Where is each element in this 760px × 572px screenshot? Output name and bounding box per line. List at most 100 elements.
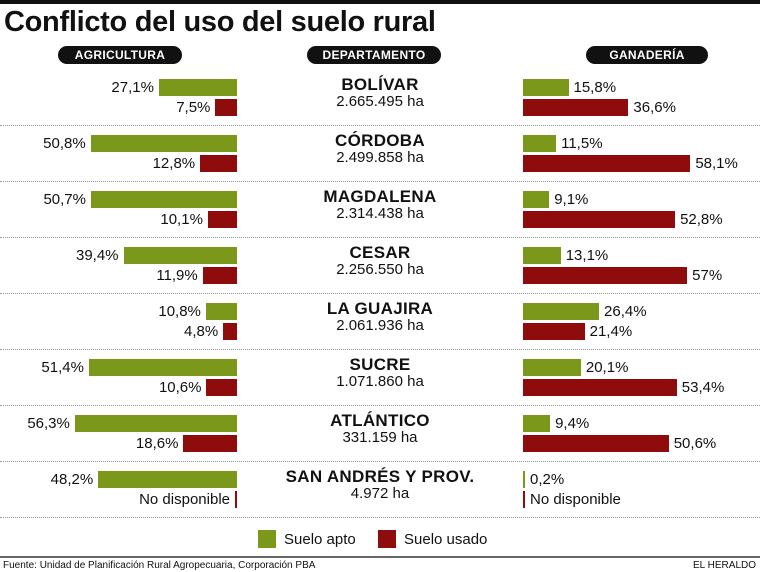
agricultura-apto-label: 56,3% bbox=[27, 415, 70, 432]
ganaderia-apto-label: 9,4% bbox=[555, 415, 590, 432]
ganaderia-usado-label: 52,8% bbox=[680, 211, 723, 228]
ganaderia-apto-bar bbox=[523, 415, 551, 432]
row-separator bbox=[0, 125, 760, 126]
agricultura-usado-label: 10,1% bbox=[160, 211, 203, 228]
ganaderia-usado-bar bbox=[523, 323, 585, 340]
department-name: SUCRE bbox=[349, 355, 411, 374]
footer-brand: EL HERALDO bbox=[693, 560, 756, 571]
ganaderia-apto-bar bbox=[523, 79, 569, 96]
agricultura-usado-bar bbox=[235, 491, 237, 508]
agricultura-usado-bar bbox=[215, 99, 237, 116]
top-rule bbox=[0, 0, 760, 4]
agricultura-apto-label: 10,8% bbox=[158, 303, 201, 320]
ganaderia-apto-bar bbox=[523, 471, 525, 488]
agricultura-apto-label: 51,4% bbox=[41, 359, 84, 376]
ganaderia-usado-bar bbox=[523, 435, 669, 452]
department-area: 2.061.936 ha bbox=[336, 317, 424, 334]
legend-swatch-apto bbox=[258, 530, 276, 548]
ganaderia-apto-label: 26,4% bbox=[604, 303, 647, 320]
ganaderia-apto-bar bbox=[523, 359, 581, 376]
agricultura-apto-bar bbox=[98, 471, 237, 488]
department-area: 2.499.858 ha bbox=[336, 149, 424, 166]
ganaderia-usado-label: No disponible bbox=[530, 491, 621, 508]
ganaderia-usado-label: 36,6% bbox=[633, 99, 676, 116]
agricultura-usado-bar bbox=[206, 379, 237, 396]
department-name: CESAR bbox=[349, 243, 411, 262]
agricultura-usado-label: No disponible bbox=[139, 491, 230, 508]
header-ganaderia: GANADERÍA bbox=[586, 46, 708, 64]
ganaderia-apto-bar bbox=[523, 135, 557, 152]
department-name: BOLÍVAR bbox=[341, 75, 419, 94]
agricultura-usado-label: 12,8% bbox=[152, 155, 196, 172]
agricultura-apto-bar bbox=[90, 191, 237, 208]
department-area: 1.071.860 ha bbox=[336, 373, 424, 390]
row-separator bbox=[0, 349, 760, 350]
agricultura-apto-bar bbox=[158, 79, 237, 96]
ganaderia-usado-label: 57% bbox=[692, 267, 723, 284]
header-departamento: DEPARTAMENTO bbox=[307, 46, 441, 64]
row-separator bbox=[0, 237, 760, 238]
agricultura-apto-label: 27,1% bbox=[111, 79, 154, 96]
agricultura-usado-bar bbox=[200, 155, 237, 172]
agricultura-usado-bar bbox=[207, 211, 237, 228]
agricultura-usado-label: 7,5% bbox=[176, 99, 211, 116]
department-name: ATLÁNTICO bbox=[330, 411, 430, 430]
agricultura-usado-label: 10,6% bbox=[158, 379, 202, 396]
chart-title: Conflicto del uso del suelo rural bbox=[4, 6, 436, 38]
agricultura-usado-label: 18,6% bbox=[135, 435, 179, 452]
row-separator bbox=[0, 181, 760, 182]
row-separator bbox=[0, 293, 760, 294]
ganaderia-apto-label: 13,1% bbox=[565, 247, 609, 264]
department-area: 2.314.438 ha bbox=[336, 205, 424, 222]
agricultura-apto-bar bbox=[205, 303, 237, 320]
row-separator bbox=[0, 461, 760, 462]
ganaderia-usado-bar bbox=[523, 379, 677, 396]
ganaderia-usado-label: 58,1% bbox=[695, 155, 738, 172]
footer-rule bbox=[0, 556, 760, 558]
agricultura-apto-label: 39,4% bbox=[75, 247, 119, 264]
agricultura-apto-bar bbox=[90, 135, 237, 152]
agricultura-usado-label: 4,8% bbox=[183, 323, 219, 340]
footer-source: Fuente: Unidad de Planificación Rural Ag… bbox=[3, 560, 316, 571]
department-area: 2.665.495 ha bbox=[336, 93, 424, 110]
agricultura-usado-bar bbox=[183, 435, 237, 452]
department-name: CÓRDOBA bbox=[335, 131, 425, 150]
ganaderia-apto-label: 20,1% bbox=[585, 359, 629, 376]
agricultura-apto-label: 50,8% bbox=[43, 135, 86, 152]
ganaderia-apto-bar bbox=[523, 303, 600, 320]
ganaderia-apto-bar bbox=[523, 247, 561, 264]
ganaderia-apto-bar bbox=[523, 191, 550, 208]
agricultura-usado-bar bbox=[202, 267, 237, 284]
department-area: 2.256.550 ha bbox=[336, 261, 424, 278]
department-name: SAN ANDRÉS Y PROV. bbox=[285, 467, 475, 486]
agricultura-apto-bar bbox=[88, 359, 237, 376]
ganaderia-usado-bar bbox=[523, 155, 691, 172]
agricultura-apto-bar bbox=[74, 415, 237, 432]
ganaderia-usado-bar bbox=[523, 491, 525, 508]
ganaderia-apto-label: 15,8% bbox=[573, 79, 617, 96]
ganaderia-usado-bar bbox=[523, 211, 676, 228]
ganaderia-usado-label: 21,4% bbox=[589, 323, 633, 340]
department-area: 331.159 ha bbox=[342, 429, 418, 446]
row-separator bbox=[0, 405, 760, 406]
ganaderia-usado-label: 53,4% bbox=[681, 379, 725, 396]
agricultura-apto-bar bbox=[123, 247, 237, 264]
department-area: 4.972 ha bbox=[350, 485, 410, 502]
ganaderia-usado-label: 50,6% bbox=[673, 435, 717, 452]
legend-swatch-usado bbox=[378, 530, 396, 548]
legend-label-apto: Suelo apto bbox=[284, 531, 356, 548]
ganaderia-usado-bar bbox=[523, 267, 688, 284]
ganaderia-apto-label: 0,2% bbox=[530, 471, 565, 488]
agricultura-usado-bar bbox=[223, 323, 237, 340]
ganaderia-apto-label: 11,5% bbox=[561, 135, 603, 152]
ganaderia-apto-label: 9,1% bbox=[554, 191, 589, 208]
agricultura-apto-label: 48,2% bbox=[50, 471, 94, 488]
header-agricultura: AGRICULTURA bbox=[58, 46, 182, 64]
legend-label-usado: Suelo usado bbox=[404, 531, 488, 548]
row-separator bbox=[0, 517, 760, 518]
agricultura-usado-label: 11,9% bbox=[156, 267, 198, 284]
agricultura-apto-label: 50,7% bbox=[43, 191, 86, 208]
department-name: LA GUAJIRA bbox=[326, 299, 434, 318]
ganaderia-usado-bar bbox=[523, 99, 629, 116]
department-name: MAGDALENA bbox=[323, 187, 437, 206]
